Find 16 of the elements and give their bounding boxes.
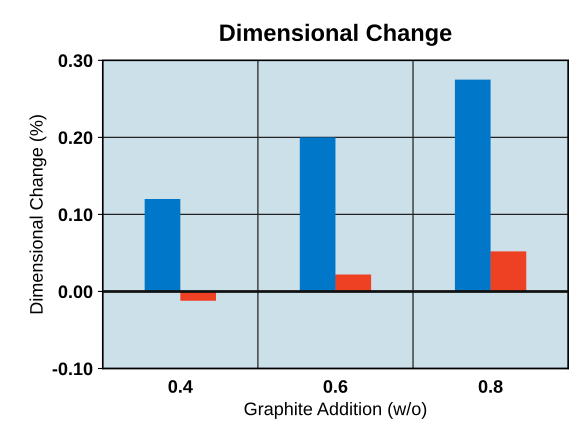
x-tick-label: 0.4 xyxy=(168,380,193,393)
bar xyxy=(300,137,336,292)
bar xyxy=(490,251,526,292)
chart-title: Dimensional Change xyxy=(220,24,452,46)
y-tick-label: 0.10 xyxy=(58,208,92,222)
y-tick-label: 0.30 xyxy=(58,54,92,68)
bar xyxy=(335,274,372,292)
y-axis-title: Dimensional Change (%) xyxy=(30,115,46,314)
x-tick-label: 0.8 xyxy=(478,380,503,393)
bar xyxy=(144,199,180,292)
y-tick-label: -0.10 xyxy=(52,362,92,376)
x-tick-label: 0.6 xyxy=(324,380,348,393)
y-tick-label: 0.00 xyxy=(58,285,92,298)
y-tick-label: 0.20 xyxy=(58,131,92,144)
x-axis-title: Graphite Addition (w/o) xyxy=(244,402,426,419)
bar xyxy=(454,80,491,292)
